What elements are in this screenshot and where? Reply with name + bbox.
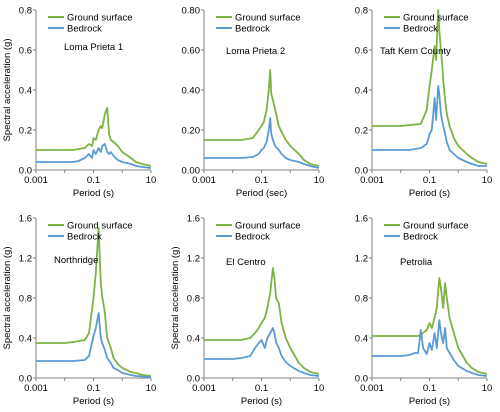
y-tick-label: 1.6 [187,213,200,224]
y-tick-label: 0.2 [355,125,368,136]
panel-title: Petrolia [400,257,433,268]
legend-label: Ground surface [67,220,132,231]
y-tick-label: 0.6 [19,45,32,56]
legend-label: Bedrock [403,23,438,34]
series-line-ground-surface [36,227,152,377]
x-tick-label: 10 [146,175,157,186]
series-line-bedrock [36,143,152,169]
y-tick-label: 0.0 [187,373,200,384]
y-tick-label: 0.6 [355,45,368,56]
y-axis-title: Spectral acceleration (g) [170,247,181,350]
series-line-ground-surface [204,267,320,375]
panel-title: El Centro [226,257,266,268]
series-line-bedrock [204,327,320,377]
panel-title: Taft Kern County [380,46,451,57]
series-line-bedrock [372,85,487,167]
x-tick-label: 10 [482,175,493,186]
y-tick-label: 1.2 [355,253,368,264]
x-tick-label: 10 [146,383,157,394]
y-tick-label: 1.2 [19,253,32,264]
y-tick-label: 0.40 [182,85,201,96]
y-tick-label: 0.0 [355,373,368,384]
x-axis-title: Period (s) [409,188,450,199]
y-tick-label: 1.6 [19,213,32,224]
y-tick-label: 0.8 [355,293,368,304]
chart-panel-4: 0.0 0.4 0.8 1.2 1.6 0.001 0.1 10 Period (s) Spect… [2,213,156,407]
legend-label: Ground surface [403,220,468,231]
legend-label: Bedrock [235,23,270,34]
x-axis-title: Period (s) [73,396,114,407]
y-tick-label: 0.20 [182,125,201,136]
chart-panel-2: 0.00 0.20 0.40 0.60 0.80 0.001 0.1 10 Period (se… [182,5,325,199]
legend-label: Ground surface [403,12,468,23]
series-line-ground-surface [372,9,488,165]
x-axis-title: Period (s) [73,188,114,199]
x-axis-title: Period (sec) [236,188,287,199]
panel-title: Northridge [54,255,98,266]
y-tick-label: 0.4 [355,333,368,344]
legend-label: Bedrock [235,231,270,242]
y-tick-label: 0.00 [182,165,201,176]
y-tick-label: 0.0 [19,165,32,176]
x-tick-label: 10 [482,383,493,394]
chart-panel-6: 0.0 0.4 0.8 1.2 1.6 0.001 0.1 10 Period (s) Groun… [355,213,493,407]
x-tick-label: 0.1 [423,383,436,394]
legend-label: Ground surface [67,12,132,23]
series-line-ground-surface [36,107,152,167]
chart-panel-5: 0.0 0.4 0.8 1.2 1.6 0.001 0.1 10 Period (s) Spect… [170,213,324,407]
x-tick-label: 0.1 [87,175,100,186]
panel-title: Loma Prieta 2 [226,46,285,57]
x-tick-label: 0.001 [360,175,384,186]
series-line-bedrock [36,312,152,378]
chart-panel-3: 0.0 0.2 0.4 0.6 0.8 0.001 0.1 10 Period (s) Groun… [355,5,493,199]
x-tick-label: 0.001 [24,175,48,186]
x-tick-label: 0.1 [255,175,268,186]
chart-panel-1: 0.0 0.2 0.4 0.6 0.8 0.001 0.1 10 Period (s) Spect… [2,5,156,199]
y-tick-label: 0.8 [19,5,32,16]
y-tick-label: 0.0 [355,165,368,176]
x-tick-label: 0.1 [255,383,268,394]
legend-label: Ground surface [235,12,300,23]
legend-label: Ground surface [235,220,300,231]
y-tick-label: 1.6 [355,213,368,224]
x-tick-label: 0.001 [192,383,216,394]
y-tick-label: 0.4 [19,85,32,96]
y-tick-label: 0.8 [19,293,32,304]
y-tick-label: 0.80 [182,5,201,16]
x-tick-label: 0.001 [192,175,216,186]
x-axis-title: Period (s) [241,396,282,407]
series-line-ground-surface [204,69,320,167]
x-axis-title: Period (s) [409,396,450,407]
x-tick-label: 0.1 [87,383,100,394]
y-tick-label: 0.60 [182,45,201,56]
legend-label: Bedrock [67,231,102,242]
y-axis-title: Spectral acceleration (g) [2,39,13,142]
y-tick-label: 0.4 [187,333,200,344]
x-tick-label: 0.001 [360,383,384,394]
legend-label: Bedrock [67,23,102,34]
x-tick-label: 0.001 [24,383,48,394]
series-line-bedrock [204,117,320,169]
x-tick-label: 10 [314,383,325,394]
y-tick-label: 0.4 [19,333,32,344]
y-tick-label: 0.2 [19,125,32,136]
y-tick-label: 0.4 [355,85,368,96]
panel-title: Loma Prieta 1 [64,42,123,53]
y-tick-label: 0.8 [187,293,200,304]
x-tick-label: 10 [314,175,325,186]
y-tick-label: 0.8 [355,5,368,16]
y-tick-label: 0.0 [19,373,32,384]
y-axis-title: Spectral acceleration (g) [2,247,13,350]
series-line-bedrock [372,319,488,377]
legend-label: Bedrock [403,231,438,242]
x-tick-label: 0.1 [423,175,436,186]
y-tick-label: 1.2 [187,253,200,264]
series-line-ground-surface [372,277,488,375]
